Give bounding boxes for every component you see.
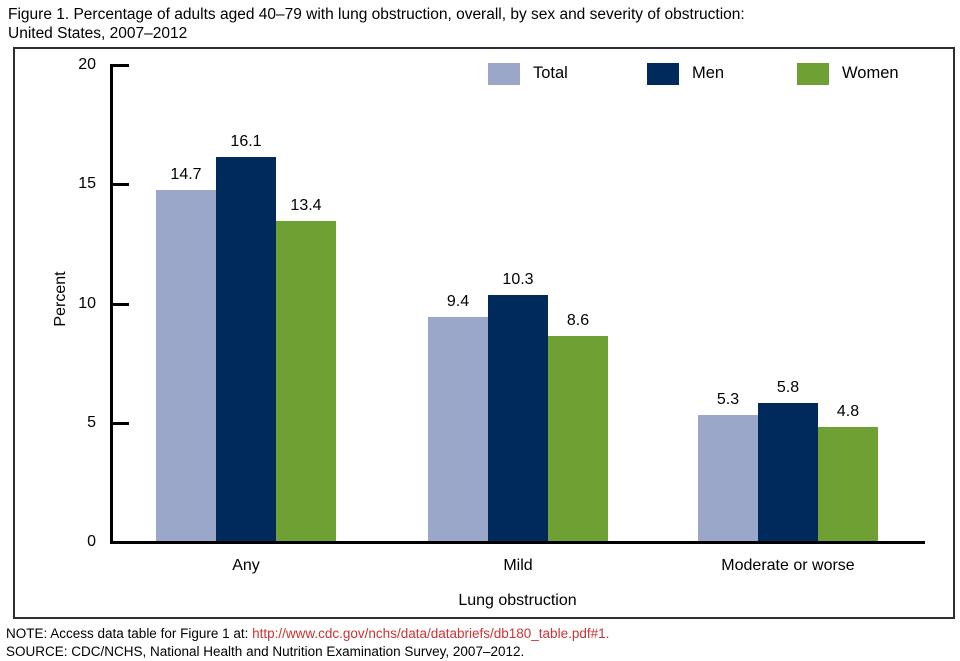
y-axis-line xyxy=(110,64,113,544)
bar-value-label: 13.4 xyxy=(290,197,322,214)
y-tick-label: 20 xyxy=(78,56,96,73)
legend-swatch-men xyxy=(647,63,679,85)
bar-value-label: 4.8 xyxy=(836,403,860,420)
bar-value-label: 8.6 xyxy=(566,312,590,329)
x-axis-line xyxy=(110,541,925,544)
legend-label-men: Men xyxy=(692,64,725,82)
note-link[interactable]: http://www.cdc.gov/nchs/data/databriefs/… xyxy=(252,626,610,641)
y-tick-mark xyxy=(113,64,129,67)
bar-women-any xyxy=(276,221,336,541)
figure-title-line1: Figure 1. Percentage of adults aged 40–7… xyxy=(8,6,745,23)
y-axis-title: Percent xyxy=(52,271,69,327)
bar-value-label: 16.1 xyxy=(230,133,262,150)
bar-total-mild xyxy=(428,317,488,541)
bar-total-moderate-or-worse xyxy=(698,415,758,541)
y-tick-mark xyxy=(113,303,129,306)
bar-women-moderate-or-worse xyxy=(818,427,878,541)
bar-value-label: 10.3 xyxy=(502,271,534,288)
notes-block: NOTE: Access data table for Figure 1 at:… xyxy=(6,625,609,660)
bar-men-any xyxy=(216,157,276,541)
y-tick-mark xyxy=(113,183,129,186)
bar-men-mild xyxy=(488,295,548,541)
legend-swatch-total xyxy=(488,63,520,85)
source-line: SOURCE: CDC/NCHS, National Health and Nu… xyxy=(6,643,525,659)
note-line: NOTE: Access data table for Figure 1 at:… xyxy=(6,625,609,643)
bar-men-moderate-or-worse xyxy=(758,403,818,541)
category-label-moderate-or-worse: Moderate or worse xyxy=(721,557,855,574)
bar-value-label: 9.4 xyxy=(446,293,470,310)
y-tick-mark xyxy=(113,422,129,425)
category-label-any: Any xyxy=(232,557,260,574)
y-tick-label: 10 xyxy=(78,295,96,312)
y-tick-label: 5 xyxy=(87,414,96,431)
x-axis-title: Lung obstruction xyxy=(458,592,577,609)
bar-total-any xyxy=(156,190,216,541)
bar-value-label: 5.3 xyxy=(716,391,740,408)
note-text: NOTE: Access data table for Figure 1 at: xyxy=(6,626,253,641)
y-tick-label: 0 xyxy=(87,533,96,550)
figure-title-line2: United States, 2007–2012 xyxy=(8,25,188,42)
bar-women-mild xyxy=(548,336,608,541)
figure-title: Figure 1. Percentage of adults aged 40–7… xyxy=(8,5,745,43)
bar-value-label: 14.7 xyxy=(170,166,202,183)
bar-value-label: 5.8 xyxy=(776,379,800,396)
y-tick-label: 15 xyxy=(78,175,96,192)
legend-label-women: Women xyxy=(842,64,899,82)
legend-label-total: Total xyxy=(533,64,568,82)
legend-swatch-women xyxy=(797,63,829,85)
chart-frame: Total Men Women 0 5 10 15 20 14.7 16.1 13.4 Any 9.4… xyxy=(13,47,955,619)
category-label-mild: Mild xyxy=(503,557,533,574)
